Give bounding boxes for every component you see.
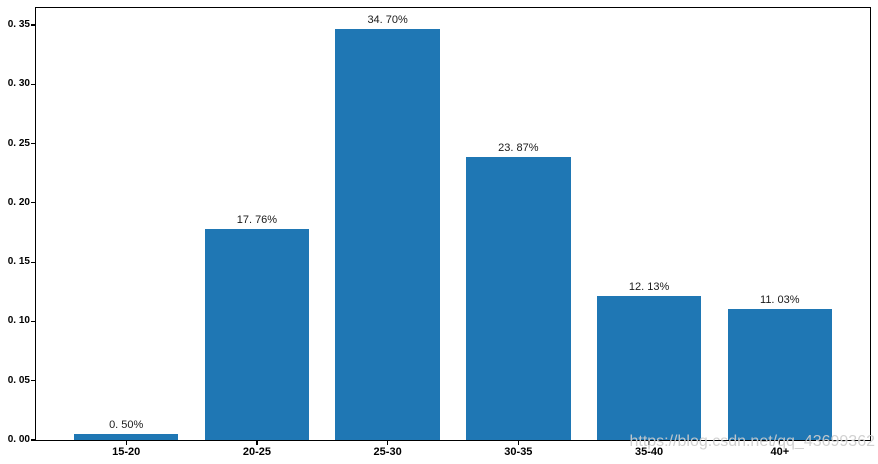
bar-value-label: 34. 70% [367, 13, 408, 26]
x-tick-mark [648, 441, 650, 445]
x-tick-label: 40+ [770, 446, 790, 458]
bar-value-label: 12. 13% [628, 281, 670, 294]
x-tick-mark [517, 441, 519, 445]
x-tick-mark [779, 441, 781, 445]
x-tick-mark [256, 441, 258, 445]
y-tick-mark [31, 320, 35, 323]
plot-area: 0. 50% 15-20 17. 76% 20-25 34. 70% 25-30 23. 8… [8, 7, 871, 458]
y-tick-mark [31, 83, 35, 85]
y-tick-label: 0. 15 [7, 256, 30, 268]
bar-value-label: 17. 76% [236, 214, 278, 227]
bar-20-25 [204, 229, 310, 440]
x-tick-label: 25-30 [373, 446, 402, 458]
bar-30-35 [466, 157, 571, 440]
y-tick-label: 0. 25 [7, 137, 30, 149]
y-tick-label: 0. 35 [7, 19, 30, 31]
bar-value-label: 23. 87% [498, 142, 539, 155]
x-tick-label: 35-40 [635, 446, 664, 458]
x-tick-label: 20-25 [242, 446, 271, 458]
x-tick-mark [125, 441, 127, 445]
y-tick-label: 0. 10 [7, 315, 30, 327]
bar-40+ [727, 309, 833, 440]
y-tick-label: 0. 20 [7, 196, 30, 208]
y-tick-label: 0. 05 [7, 374, 30, 386]
y-tick-mark [31, 143, 35, 145]
x-tick-mark [387, 441, 389, 445]
y-tick-mark [31, 380, 35, 382]
bar-value-label: 11. 03% [760, 294, 800, 307]
x-tick-label: 15-20 [112, 446, 141, 458]
x-tick-label: 30-35 [504, 446, 533, 458]
bar-15-20 [73, 434, 179, 440]
y-tick-label: 0. 30 [7, 78, 30, 90]
y-tick-label: 0. 00 [7, 434, 30, 445]
bar-35-40 [596, 296, 702, 440]
y-tick-mark [31, 439, 35, 441]
bar-25-30 [335, 28, 440, 440]
y-tick-mark [31, 261, 35, 263]
bar-value-label: 0. 50% [109, 419, 144, 432]
y-tick-mark [31, 24, 35, 26]
y-tick-mark [31, 202, 35, 204]
